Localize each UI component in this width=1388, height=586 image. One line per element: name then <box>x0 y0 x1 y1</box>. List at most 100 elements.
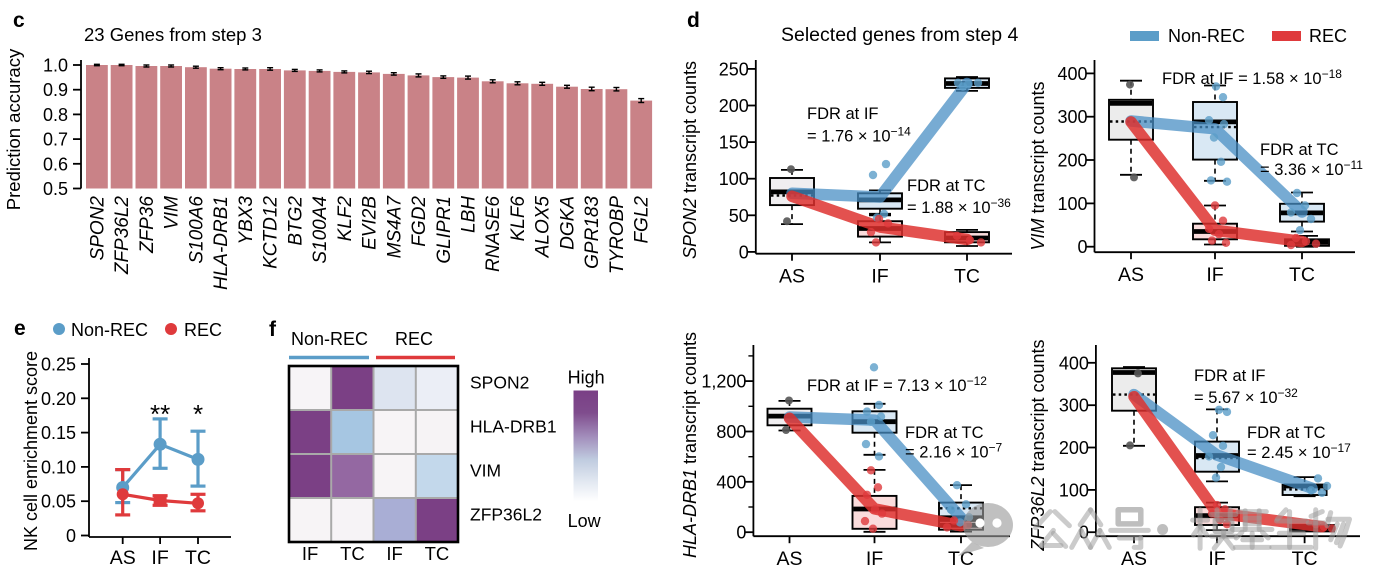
svg-text:FDR at TC: FDR at TC <box>907 177 986 195</box>
svg-text:200: 200 <box>719 96 749 116</box>
svg-text:0.7: 0.7 <box>43 130 68 150</box>
svg-text:IF: IF <box>302 543 318 564</box>
svg-text:BTG2: BTG2 <box>285 196 306 246</box>
svg-text:= 2.45 × 10−17: = 2.45 × 10−17 <box>1247 441 1351 462</box>
svg-text:**: ** <box>150 399 170 429</box>
svg-text:IF: IF <box>1206 264 1223 286</box>
svg-text:FDR at IF = 7.13 × 10−12: FDR at IF = 7.13 × 10−12 <box>807 374 987 395</box>
svg-text:ZFP36L2: ZFP36L2 <box>470 505 542 525</box>
svg-text:DGKA: DGKA <box>558 196 579 250</box>
svg-text:KLF6: KLF6 <box>508 196 529 242</box>
svg-text:FDR at IF = 1.58 × 10−18: FDR at IF = 1.58 × 10−18 <box>1162 67 1342 88</box>
svg-text:Low: Low <box>568 511 602 531</box>
svg-text:AS: AS <box>110 547 136 569</box>
svg-text:1.0: 1.0 <box>43 56 68 76</box>
svg-text:FDR at TC: FDR at TC <box>905 424 984 442</box>
svg-text:HLA-DRB1: HLA-DRB1 <box>470 417 557 437</box>
svg-text:0: 0 <box>739 242 749 262</box>
svg-text:200: 200 <box>1057 151 1087 171</box>
svg-text:100: 100 <box>719 169 749 189</box>
svg-text:23 Genes from step 3: 23 Genes from step 3 <box>84 24 262 45</box>
svg-text:SPON2: SPON2 <box>470 373 529 393</box>
svg-text:FGD2: FGD2 <box>409 196 430 247</box>
svg-text:VIM: VIM <box>162 196 183 230</box>
svg-text:Prediction accuracy: Prediction accuracy <box>3 48 24 210</box>
svg-text:HLA-DRB1 transcript counts: HLA-DRB1 transcript counts <box>680 332 700 558</box>
svg-text:0.05: 0.05 <box>41 492 76 512</box>
svg-text:400: 400 <box>1059 353 1089 373</box>
svg-text:KCTD12: KCTD12 <box>261 196 282 269</box>
svg-text:TC: TC <box>1289 264 1315 286</box>
svg-text:YBX3: YBX3 <box>236 196 257 245</box>
svg-text:0.6: 0.6 <box>43 154 68 174</box>
svg-text:150: 150 <box>719 133 749 153</box>
svg-text:e: e <box>14 317 26 340</box>
svg-text:AS: AS <box>776 548 802 570</box>
svg-text:IF: IF <box>866 548 883 570</box>
svg-text:0.8: 0.8 <box>43 105 68 125</box>
svg-text:SPON2 transcript counts: SPON2 transcript counts <box>680 61 700 259</box>
svg-text:LBH: LBH <box>459 196 480 233</box>
svg-text:Non-REC: Non-REC <box>291 329 368 349</box>
svg-text:AS: AS <box>1118 264 1144 286</box>
svg-text:ZFP36L2 transcript counts: ZFP36L2 transcript counts <box>1028 339 1048 551</box>
svg-text:ZFP36L2: ZFP36L2 <box>112 196 133 276</box>
svg-text:100: 100 <box>1059 480 1089 500</box>
svg-text:HLA-DRB1: HLA-DRB1 <box>211 196 232 290</box>
svg-text:AS: AS <box>1121 548 1147 570</box>
svg-text:0.5: 0.5 <box>43 179 68 199</box>
svg-text:FDR at IF: FDR at IF <box>1194 367 1266 385</box>
svg-text:KLF2: KLF2 <box>335 196 356 242</box>
svg-text:FDR at TC: FDR at TC <box>1247 424 1326 442</box>
svg-text:TC: TC <box>340 543 365 564</box>
svg-text:ALOX5: ALOX5 <box>533 196 554 259</box>
svg-text:d: d <box>687 9 700 32</box>
svg-text:GLIPR1: GLIPR1 <box>434 196 455 264</box>
svg-text:S100A6: S100A6 <box>186 196 207 264</box>
svg-text:0.9: 0.9 <box>43 80 68 100</box>
svg-text:400: 400 <box>1057 64 1087 84</box>
svg-text:REC: REC <box>184 320 222 340</box>
svg-text:300: 300 <box>1057 107 1087 127</box>
svg-text:AS: AS <box>779 266 805 288</box>
svg-text:Non-REC: Non-REC <box>1168 26 1245 46</box>
svg-text:TYROBP: TYROBP <box>607 196 628 274</box>
svg-text:TC: TC <box>954 266 980 288</box>
svg-text:= 5.67 × 10−32: = 5.67 × 10−32 <box>1194 386 1298 407</box>
svg-text:0: 0 <box>1077 237 1087 257</box>
svg-text:FGL2: FGL2 <box>632 196 653 244</box>
svg-text:EVI2B: EVI2B <box>360 196 381 250</box>
svg-text:IF: IF <box>871 266 888 288</box>
svg-text:SPON2: SPON2 <box>87 196 108 261</box>
svg-text:= 1.88 × 10−36: = 1.88 × 10−36 <box>907 196 1011 217</box>
svg-text:0.10: 0.10 <box>41 457 76 477</box>
svg-text:*: * <box>193 399 203 429</box>
svg-text:= 2.16 × 10−7: = 2.16 × 10−7 <box>905 441 1003 462</box>
svg-text:NK cell enrichment score: NK cell enrichment score <box>21 351 41 551</box>
svg-text:FDR at IF: FDR at IF <box>807 105 879 123</box>
svg-text:TC: TC <box>185 547 211 569</box>
svg-text:TC: TC <box>425 543 450 564</box>
svg-text:800: 800 <box>716 422 746 442</box>
svg-text:ZFP36: ZFP36 <box>137 196 158 254</box>
svg-text:RNASE6: RNASE6 <box>483 196 504 272</box>
svg-text:c: c <box>13 9 25 32</box>
svg-text:MS4A7: MS4A7 <box>384 195 405 259</box>
svg-text:400: 400 <box>716 472 746 492</box>
svg-text:0: 0 <box>736 523 746 543</box>
svg-text:0.20: 0.20 <box>41 389 76 409</box>
svg-text:IF: IF <box>386 543 402 564</box>
svg-text:= 3.36 × 10−11: = 3.36 × 10−11 <box>1260 158 1363 179</box>
svg-text:300: 300 <box>1059 396 1089 416</box>
svg-text:REC: REC <box>395 329 433 349</box>
svg-text:REC: REC <box>1309 26 1347 46</box>
svg-text:VIM transcript counts: VIM transcript counts <box>1028 81 1048 250</box>
svg-text:FDR at TC: FDR at TC <box>1260 141 1339 159</box>
svg-text:0.25: 0.25 <box>41 355 76 375</box>
svg-text:High: High <box>568 367 605 387</box>
svg-text:Non-REC: Non-REC <box>71 320 148 340</box>
svg-text:0: 0 <box>66 526 76 546</box>
svg-text:TC: TC <box>1292 548 1318 570</box>
svg-text:250: 250 <box>719 59 749 79</box>
svg-text:100: 100 <box>1057 194 1087 214</box>
